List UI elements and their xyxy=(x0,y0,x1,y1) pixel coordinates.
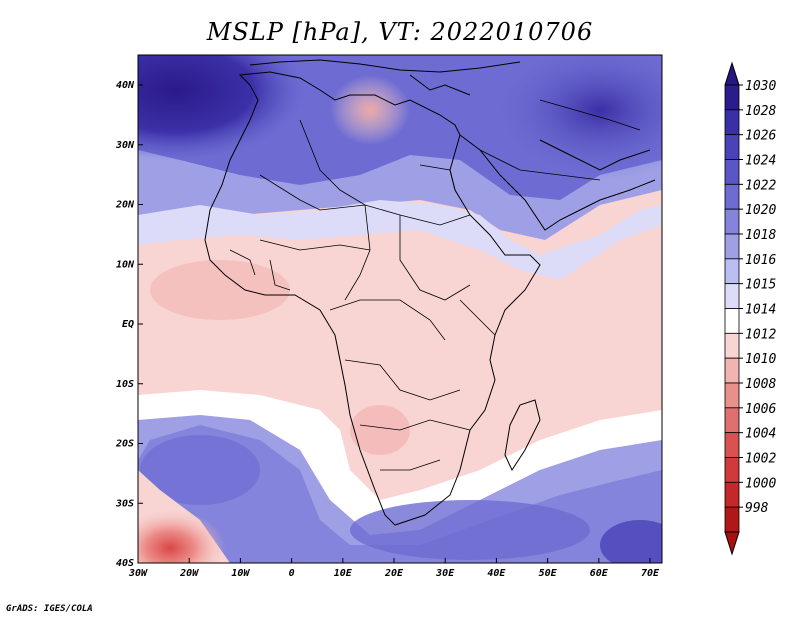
colorbar-swatch xyxy=(724,159,740,185)
lon-tick-label: 0 xyxy=(289,568,295,579)
lon-tick-label: 20W xyxy=(179,568,199,579)
latitude-axis: 40N 30N 20N 10N EQ 10S 20S 30S 40S xyxy=(115,80,143,569)
colorbar-label: 1026 xyxy=(745,129,776,144)
colorbar-label: 1024 xyxy=(745,154,776,169)
lat-tick-label: 30N xyxy=(115,140,135,151)
colorbar-label: 1000 xyxy=(745,476,776,491)
colorbar-swatch xyxy=(724,432,740,458)
colorbar: 1030 1028 1026 1024 1022 1020 1018 1016 1015 1014… xyxy=(724,61,776,556)
colorbar-label: 1028 xyxy=(745,104,776,119)
country-borders xyxy=(229,99,641,471)
colorbar-top-arrow xyxy=(724,61,740,86)
lat-tick-label: EQ xyxy=(122,319,134,330)
colorbar-label: 1010 xyxy=(745,352,776,367)
colorbar-swatch xyxy=(724,183,740,210)
colorbar-swatch xyxy=(724,208,740,235)
colorbar-label: 1014 xyxy=(745,303,776,318)
lon-tick-label: 50E xyxy=(539,568,558,579)
colorbar-label: 1018 xyxy=(745,228,776,243)
colorbar-label: 1004 xyxy=(745,427,776,442)
lon-tick-label: 30W xyxy=(128,568,148,579)
colorbar-label: 998 xyxy=(745,501,769,516)
coastlines xyxy=(204,59,656,526)
colorbar-swatch xyxy=(724,134,740,160)
lon-tick-label: 30E xyxy=(435,568,455,579)
lat-tick-label: 20N xyxy=(115,200,135,211)
colorbar-label: 1012 xyxy=(745,327,776,342)
colorbar-swatch xyxy=(724,308,740,334)
colorbar-swatch xyxy=(724,506,740,533)
colorbar-swatch xyxy=(724,481,740,508)
colorbar-label: 1030 xyxy=(745,79,776,94)
colorbar-label: 1002 xyxy=(745,452,776,467)
lat-tick-label: 10S xyxy=(116,379,134,390)
chart-title: MSLP [hPa], VT: 2022010706 xyxy=(206,18,594,46)
colorbar-label: 1006 xyxy=(745,402,776,417)
colorbar-swatch xyxy=(724,258,740,285)
lon-tick-label: 20E xyxy=(384,568,404,579)
colorbar-label: 1015 xyxy=(745,278,776,293)
lon-tick-label: 10E xyxy=(334,568,353,579)
colorbar-label: 1020 xyxy=(745,203,776,218)
lat-tick-label: 10N xyxy=(116,259,135,270)
colorbar-swatch xyxy=(724,457,740,483)
colorbar-label: 1022 xyxy=(745,178,776,193)
colorbar-swatch xyxy=(724,382,740,409)
colorbar-swatch xyxy=(724,332,740,359)
colorbar-bottom-arrow xyxy=(724,531,740,556)
lon-tick-label: 40E xyxy=(487,568,506,579)
lat-tick-label: 40S xyxy=(116,558,134,569)
grads-credit: GrADS: IGES/COLA xyxy=(6,604,93,614)
lon-tick-label: 70E xyxy=(641,568,660,579)
colorbar-swatch xyxy=(724,357,740,384)
colorbar-swatch xyxy=(724,233,740,260)
colorbar-label: 1016 xyxy=(745,253,776,268)
colorbar-label: 1008 xyxy=(745,377,776,392)
colorbar-swatch xyxy=(724,407,740,434)
colorbar-swatch xyxy=(724,109,740,136)
colorbar-swatch xyxy=(724,283,740,309)
pressure-field xyxy=(138,55,662,563)
colorbar-swatch xyxy=(724,84,740,111)
lon-tick-label: 10W xyxy=(231,568,250,579)
lat-tick-label: 20S xyxy=(115,439,134,450)
lat-tick-label: 30S xyxy=(115,498,134,509)
lat-tick-label: 40N xyxy=(116,80,135,91)
map-frame xyxy=(137,54,663,564)
longitude-axis: 30W 20W 10W 0 10E 20E 30E 40E 50E 60E 70E xyxy=(128,558,660,579)
lon-tick-label: 60E xyxy=(590,568,609,579)
